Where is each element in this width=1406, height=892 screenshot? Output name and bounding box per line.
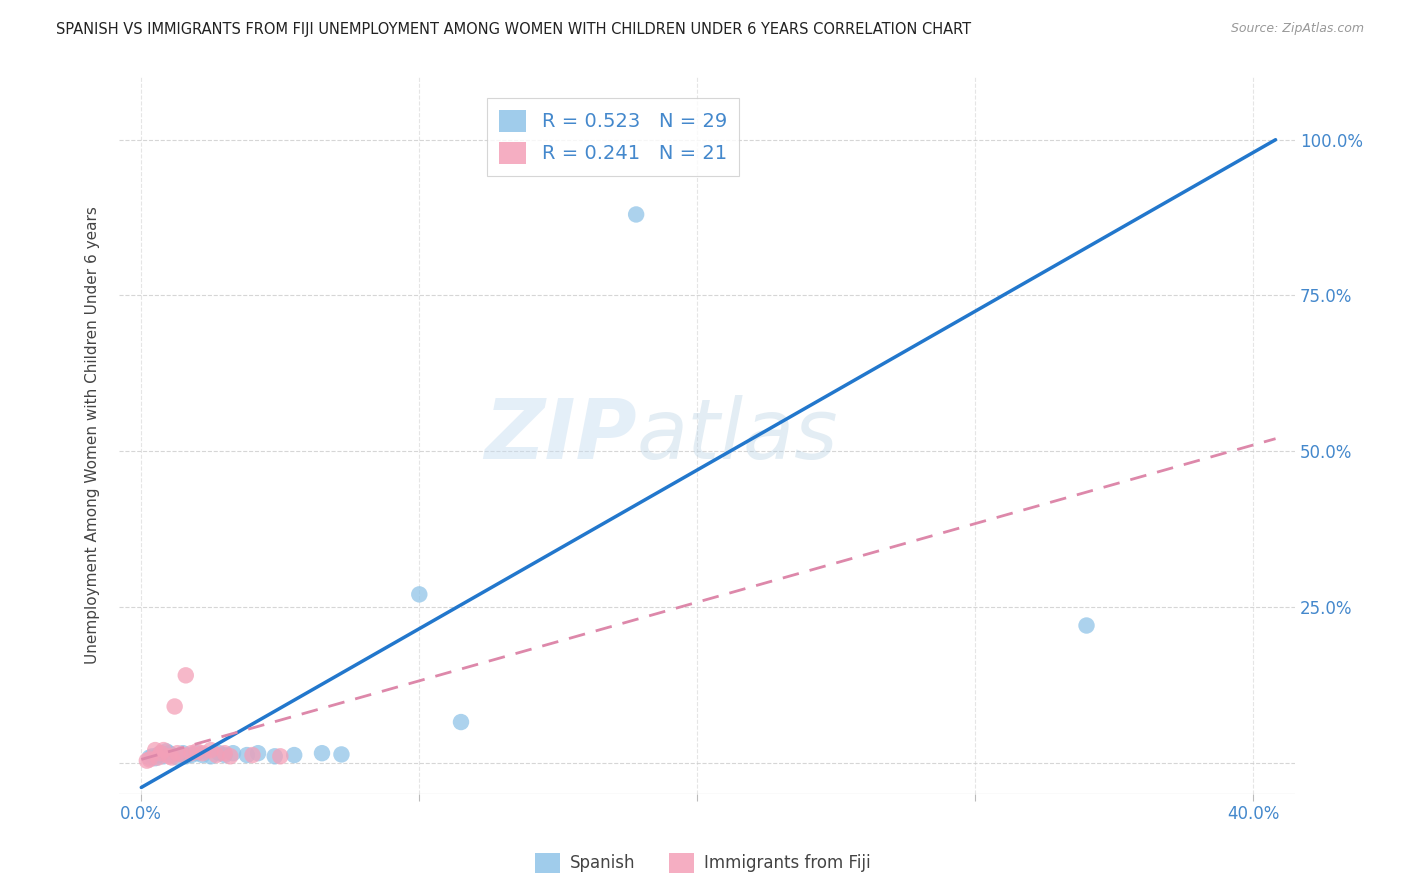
Point xyxy=(135,754,157,768)
Point xyxy=(141,749,163,764)
Point xyxy=(138,752,160,766)
Text: SPANISH VS IMMIGRANTS FROM FIJI UNEMPLOYMENT AMONG WOMEN WITH CHILDREN UNDER 6 Y: SPANISH VS IMMIGRANTS FROM FIJI UNEMPLOY… xyxy=(56,22,972,37)
Point xyxy=(269,749,291,764)
Point xyxy=(330,747,353,762)
Point xyxy=(160,750,183,764)
Point xyxy=(408,587,430,601)
Point xyxy=(174,749,197,764)
Point xyxy=(149,746,172,760)
Point xyxy=(149,746,172,760)
Y-axis label: Unemployment Among Women with Children Under 6 years: Unemployment Among Women with Children U… xyxy=(86,207,100,665)
Point xyxy=(236,747,259,762)
Point xyxy=(311,746,333,760)
Point xyxy=(166,750,188,764)
Point xyxy=(180,747,202,762)
Point xyxy=(172,747,194,762)
Point xyxy=(247,746,270,760)
Point xyxy=(163,699,186,714)
Legend: Spanish, Immigrants from Fiji: Spanish, Immigrants from Fiji xyxy=(529,847,877,880)
Point xyxy=(138,750,160,764)
Point xyxy=(172,746,194,760)
Point xyxy=(160,747,183,762)
Point xyxy=(146,747,169,762)
Text: Source: ZipAtlas.com: Source: ZipAtlas.com xyxy=(1230,22,1364,36)
Point xyxy=(200,749,222,764)
Point xyxy=(222,746,245,760)
Legend: R = 0.523   N = 29, R = 0.241   N = 21: R = 0.523 N = 29, R = 0.241 N = 21 xyxy=(488,98,738,176)
Point xyxy=(200,743,222,757)
Point xyxy=(146,750,169,764)
Point xyxy=(624,207,647,221)
Point xyxy=(242,747,264,762)
Text: atlas: atlas xyxy=(637,395,838,476)
Point xyxy=(152,749,174,764)
Point xyxy=(166,746,188,760)
Point xyxy=(205,747,228,762)
Text: ZIP: ZIP xyxy=(484,395,637,476)
Point xyxy=(263,749,285,764)
Point xyxy=(283,747,305,762)
Point xyxy=(191,747,214,762)
Point xyxy=(152,743,174,757)
Point xyxy=(143,751,166,765)
Point xyxy=(174,668,197,682)
Point xyxy=(180,746,202,760)
Point xyxy=(155,744,177,758)
Point xyxy=(219,749,242,764)
Point xyxy=(191,746,214,760)
Point xyxy=(450,714,472,729)
Point xyxy=(157,749,180,764)
Point xyxy=(1076,618,1098,632)
Point xyxy=(186,746,208,760)
Point xyxy=(157,746,180,760)
Point xyxy=(208,746,231,760)
Point xyxy=(143,743,166,757)
Point xyxy=(186,744,208,758)
Point xyxy=(214,747,236,762)
Point xyxy=(214,746,236,760)
